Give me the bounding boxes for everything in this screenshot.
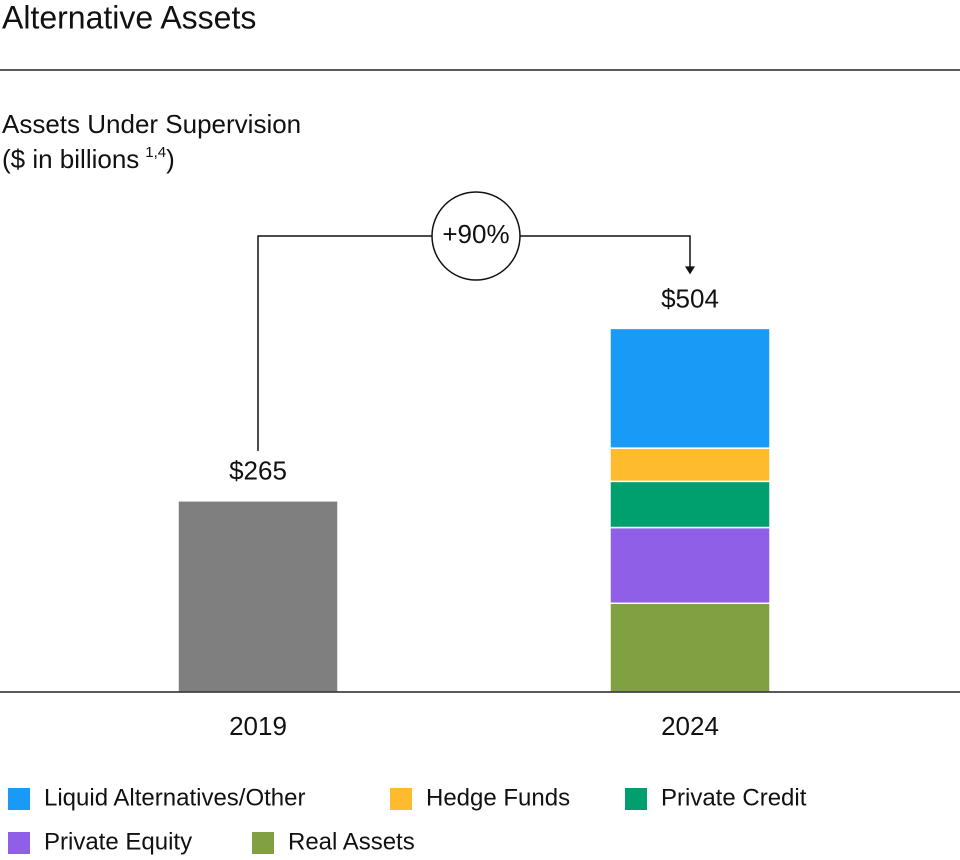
legend-label: Liquid Alternatives/Other [44,784,305,811]
total-label: $504 [661,283,719,313]
legend-label: Private Credit [661,784,807,811]
arrow-head [685,266,695,275]
bar-segment [609,480,771,529]
bar-segment [177,500,339,693]
legend-label: Hedge Funds [426,784,570,811]
bar-segment [609,602,771,693]
legend-label: Private Equity [44,828,192,855]
unit-label: ($ in billions 1,4) [2,144,175,174]
total-label: $265 [229,456,287,486]
x-tick-label: 2019 [229,711,287,741]
annotation-circle [431,191,521,281]
unit-close: ) [166,144,175,174]
legend-swatch [390,788,412,810]
legend-swatch [8,788,30,810]
chart-title: Alternative Assets [2,0,256,35]
legend-label: Real Assets [288,828,415,855]
annotation: +90% [442,219,509,249]
subtitle: Assets Under Supervision [2,109,301,139]
legend-swatch [8,832,30,854]
legend-swatch [252,832,274,854]
bar-segment [609,327,771,449]
bar-segment [609,526,771,605]
footnote: 1,4 [145,144,166,161]
bar-segment [609,447,771,483]
x-tick-label: 2024 [661,711,719,741]
legend-swatch [625,788,647,810]
unit-text: ($ in billions [2,144,139,174]
